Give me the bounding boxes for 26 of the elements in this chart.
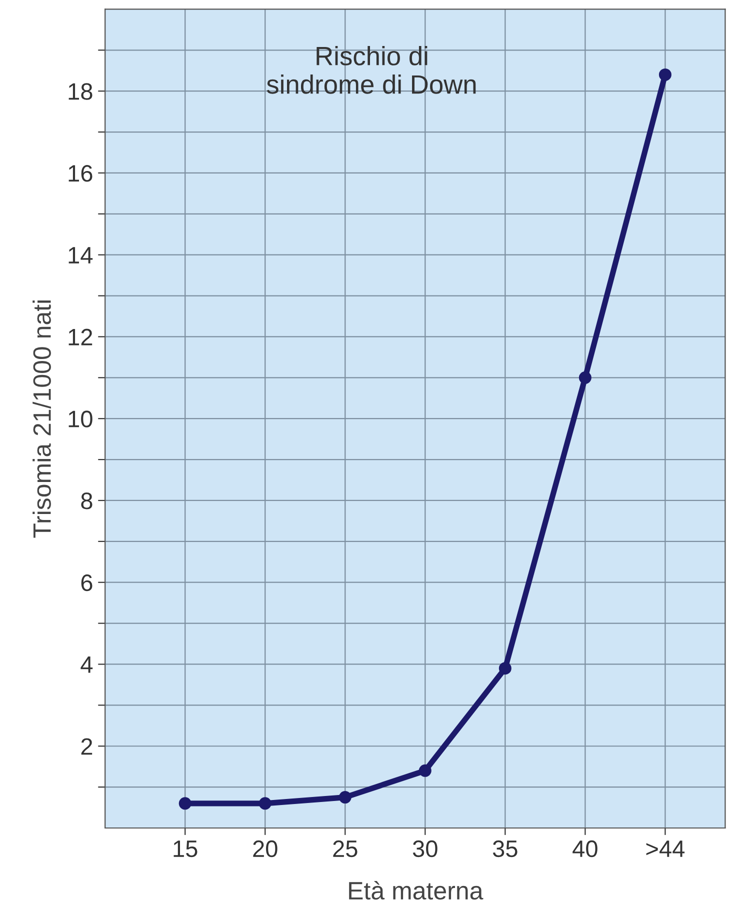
x-tick-label: 15: [174, 840, 198, 858]
y-tick-label: 18: [68, 83, 92, 100]
x-tick-label: >44: [646, 840, 685, 857]
y-axis-title: Trisomia 21/1000 nati: [32, 300, 51, 538]
y-tick-label: 14: [68, 247, 93, 264]
y-tick-label: 10: [68, 410, 92, 428]
y-tick-label: 6: [81, 574, 92, 592]
y-tick-label: 16: [68, 165, 92, 182]
x-tick-label: 25: [333, 840, 358, 858]
x-tick-label: 40: [572, 840, 598, 858]
y-tick-label: 12: [68, 328, 92, 346]
y-tick-label: 2: [81, 738, 92, 755]
x-tick-label: 30: [412, 840, 438, 858]
point: [258, 797, 272, 810]
text: Rischio di sindrome di Down: [266, 46, 476, 94]
y-tick-label: 4: [80, 656, 93, 673]
x-tick-label: 35: [492, 840, 518, 858]
point: [498, 662, 512, 675]
point: [178, 797, 192, 810]
point: [338, 791, 352, 804]
point: [658, 68, 672, 81]
point: [418, 764, 432, 777]
x-tick-label: 20: [253, 840, 278, 858]
y-tick-label: 8: [81, 492, 92, 510]
x-axis-title: Età materna: [349, 880, 484, 900]
point: [578, 371, 592, 384]
